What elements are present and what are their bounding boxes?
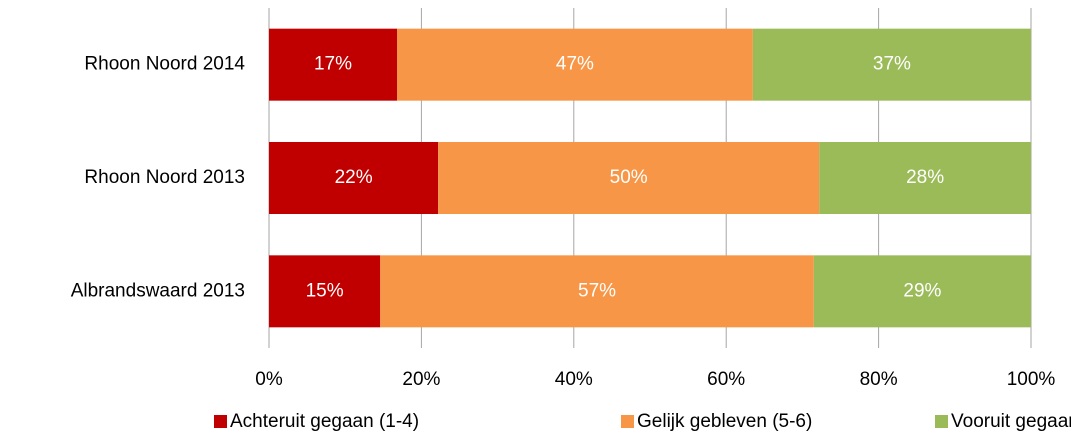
bar-label: 57% — [578, 280, 616, 301]
bar-label: 37% — [873, 54, 911, 75]
x-tick-label: 20% — [402, 369, 440, 390]
legend-swatch — [935, 415, 948, 428]
bar-segment — [819, 142, 1031, 214]
x-tick-label: 60% — [707, 369, 745, 390]
bar-label: 50% — [610, 167, 648, 188]
bar-segment — [438, 142, 820, 214]
legend-swatch — [214, 415, 227, 428]
bar-segment — [269, 255, 381, 328]
x-tick-label: 100% — [1007, 369, 1056, 390]
bar-label: 47% — [556, 54, 594, 75]
bar-segment — [269, 28, 398, 101]
category-label: Albrandswaard 2013 — [71, 280, 245, 301]
bar-label: 17% — [314, 54, 352, 75]
legend-swatch — [621, 415, 634, 428]
bar-label: 22% — [335, 167, 373, 188]
bar-segment — [752, 28, 1031, 101]
x-tick-label: 80% — [860, 369, 898, 390]
bar-label: 15% — [306, 280, 344, 301]
category-label: Rhoon Noord 2014 — [84, 54, 245, 75]
bar-segment — [380, 255, 814, 328]
legend-label: Gelijk gebleven (5-6) — [637, 411, 812, 432]
bar-segment — [269, 142, 439, 214]
bar-label: 29% — [903, 280, 941, 301]
bar-segment — [813, 255, 1031, 328]
legend-label: Achteruit gegaan (1-4) — [230, 411, 419, 432]
legend-label: Vooruit gegaan (7-10) — [951, 411, 1071, 432]
bar-segment — [397, 28, 753, 101]
x-tick-label: 40% — [555, 369, 593, 390]
category-label: Rhoon Noord 2013 — [84, 167, 245, 188]
x-tick-label: 0% — [255, 369, 283, 390]
bar-label: 28% — [906, 167, 944, 188]
